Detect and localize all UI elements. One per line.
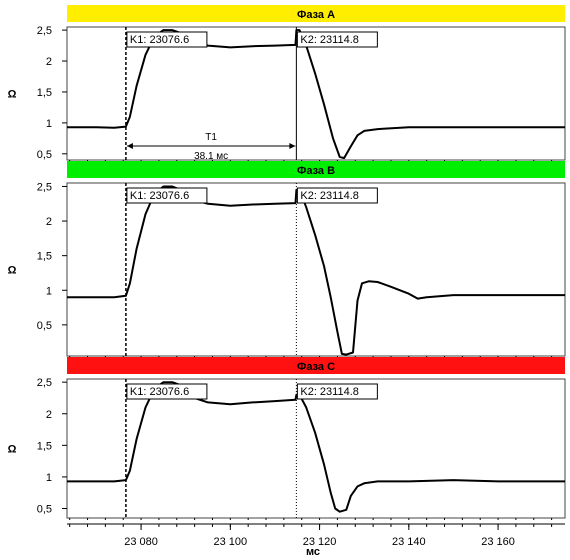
y-tick-label: 2 [46,216,52,228]
y-tick-label: 1 [46,118,52,130]
x-tick-label: 23 160 [481,536,515,548]
plot-frame [66,378,566,519]
y-tick-label: 0,5 [37,149,52,161]
phase-panel: Фаза A 0,5 1 1,5 2 2,5 Ω K1: 23076.6 K2: 23114.8… [8,5,566,162]
y-tick-label: 0,5 [37,504,52,516]
y-tick-label: 1,5 [37,251,52,263]
cursor-k1-label-box [126,31,208,48]
cursor-k1-label: K1: 23076.6 [130,386,189,398]
phase-header-bar [67,5,565,22]
y-axis-label: Ω [8,444,17,456]
cursor-k2-label-box [296,383,378,400]
y-tick-label: 2 [46,409,52,421]
phase-panel: Фаза B 0,5 1 1,5 2 2,5 Ω K1: 23076.6 K2: 23114.8 [8,161,566,358]
x-tick-label: 23 140 [392,536,426,548]
x-tick-label: 23 100 [213,536,247,548]
phase-title: Фаза A [297,9,335,21]
cursor-k2-label-box [296,31,378,48]
y-tick-label: 1 [46,285,52,297]
x-axis-label: мс [306,546,320,558]
signal-line [67,29,565,160]
y-tick-label: 1,5 [37,440,52,452]
plot-frame [66,182,566,357]
y-tick-label: 2,5 [37,377,52,389]
cursor-k2-label: K2: 23114.8 [300,386,359,398]
phase-panels: Фаза A 0,5 1 1,5 2 2,5 Ω K1: 23076.6 K2: 23114.8… [8,5,566,520]
y-tick-label: 1 [46,472,52,484]
phase-panel: Фаза C 0,5 1 1,5 2 2,5 Ω K1: 23076.6 K2: 23114.8 [8,357,566,520]
measure-arrow-right [289,143,296,149]
x-tick-label: 23 120 [303,536,337,548]
y-tick-label: 0,5 [37,320,52,332]
cursor-k1-label-box [126,187,208,204]
cursor-k2-label: K2: 23114.8 [300,34,359,46]
phase-title: Фаза B [297,165,335,177]
measure-name: T1 [205,132,217,143]
y-tick-label: 1,5 [37,87,52,99]
cursor-k2-label-box [296,187,378,204]
y-tick-label: 2,5 [37,25,52,37]
measure-arrow-left [126,143,133,149]
cursor-k1-label: K1: 23076.6 [130,34,189,46]
cursor-k1-label-box [126,383,208,400]
phase-title: Фаза C [297,361,335,373]
measure-value: 38.1 мс [194,151,228,162]
y-axis-label: Ω [8,89,17,101]
phase-header-bar [67,161,565,178]
plot-frame [66,26,566,161]
cursor-k1-label: K1: 23076.6 [130,190,189,202]
cursor-k2-label: K2: 23114.8 [300,190,359,202]
phase-header-bar [67,357,565,374]
y-tick-label: 2 [46,56,52,68]
x-tick-label: 23 080 [124,536,158,548]
y-tick-label: 2,5 [37,181,52,193]
y-axis-label: Ω [8,265,17,277]
x-axis: 23 080 23 100 23 120 23 140 23 160 [67,523,565,548]
